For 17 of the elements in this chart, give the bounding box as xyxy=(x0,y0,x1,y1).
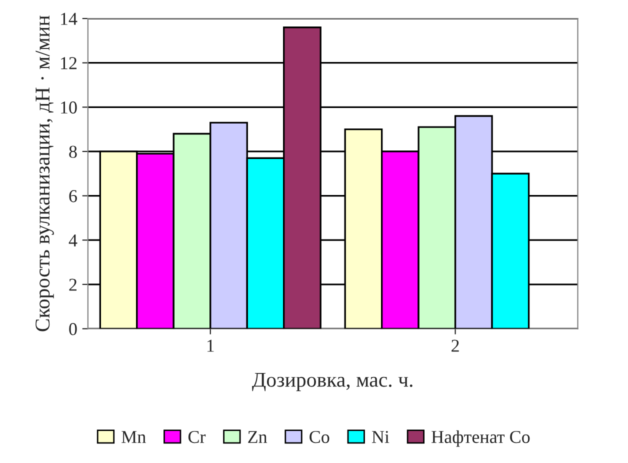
y-tick-label: 4 xyxy=(68,234,78,246)
y-tick-label: 14 xyxy=(61,12,78,25)
legend-label: Co xyxy=(310,430,330,444)
y-tick-label: 10 xyxy=(61,101,77,114)
legend-label: Mn xyxy=(122,431,146,443)
legend-label: Ni xyxy=(372,430,390,443)
y-tick-label: 6 xyxy=(69,190,77,202)
legend-label: Нафтенат Co xyxy=(432,430,530,447)
x-axis-title: Дозировка, мас. ч. xyxy=(252,373,412,392)
y-tick-label: 8 xyxy=(69,146,77,158)
legend-label: Zn xyxy=(248,431,268,443)
legend-label: Cr xyxy=(188,430,206,444)
y-tick-label: 0 xyxy=(69,322,77,336)
y-tick-label: 12 xyxy=(61,57,77,70)
x-tick-label: 1 xyxy=(207,340,214,352)
y-tick-label: 2 xyxy=(69,278,77,291)
y-axis-title: Скорость вулканизации, дН · м/мин xyxy=(36,16,54,332)
